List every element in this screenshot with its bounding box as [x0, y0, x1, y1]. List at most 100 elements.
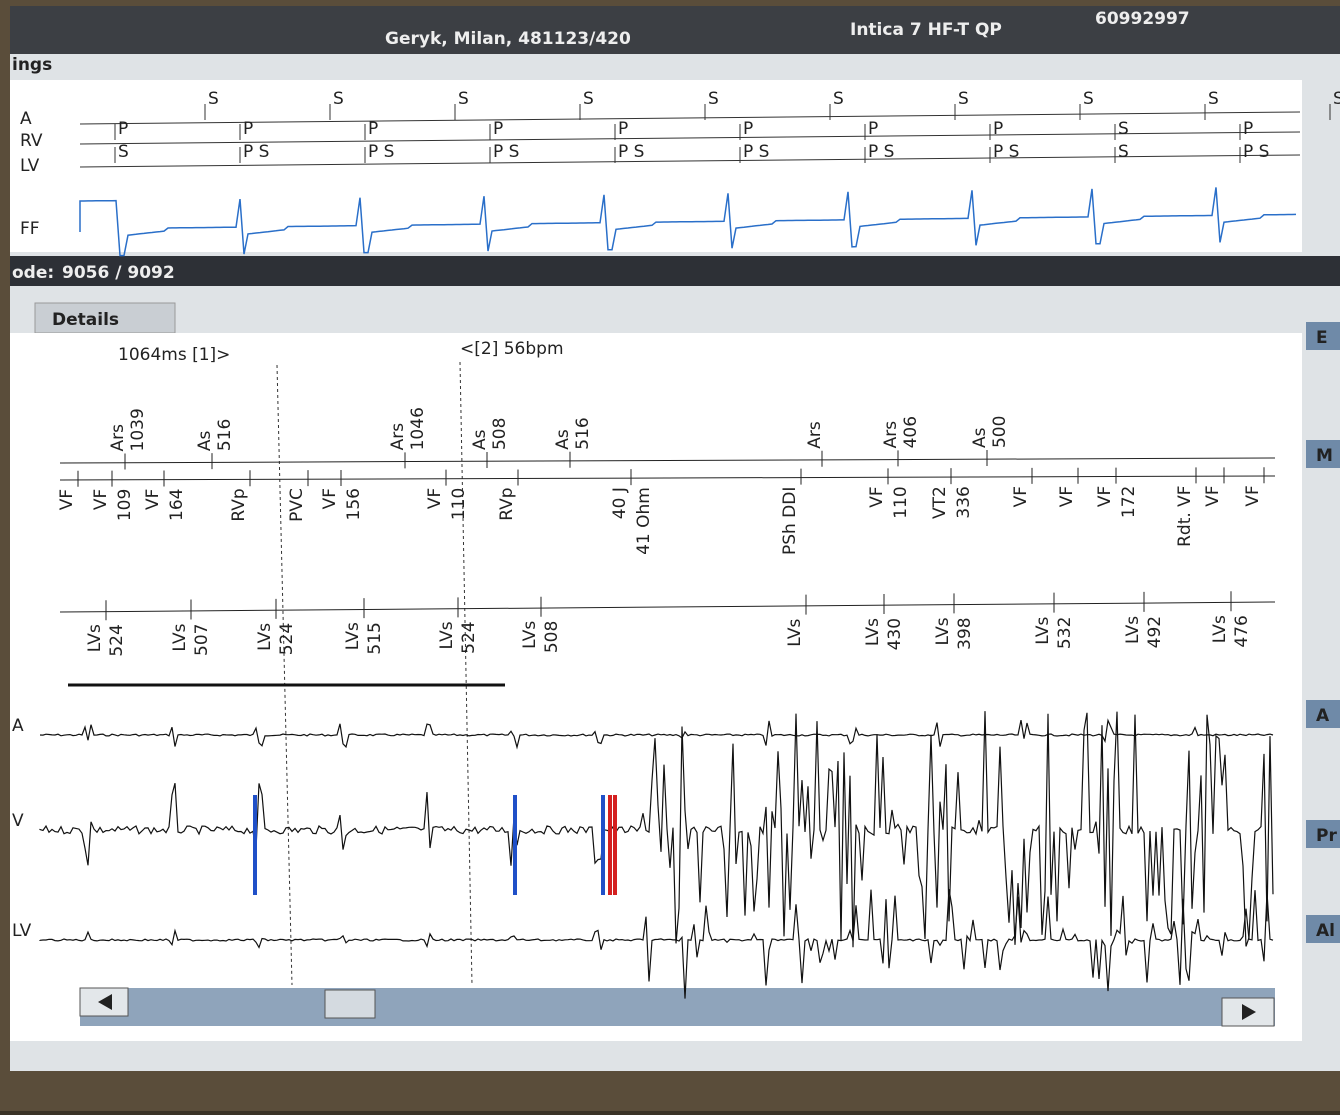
lv-value: 476 — [1232, 615, 1252, 647]
strip-marker: P S — [743, 142, 769, 162]
rv-value: 110 — [449, 488, 469, 520]
rv-value: 109 — [115, 489, 135, 521]
lv-label: LVs — [520, 621, 540, 649]
patient: Geryk, Milan, 481123/420 — [385, 29, 631, 49]
lv-label: LVs — [1123, 616, 1143, 644]
scrollbar[interactable] — [80, 988, 1275, 1026]
strip-marker: S — [958, 89, 969, 109]
caliper-2: <[2] 56bpm — [460, 339, 564, 359]
strip-marker: P S — [618, 142, 644, 162]
strip-marker: S — [458, 89, 469, 109]
rv-value: 164 — [167, 489, 187, 521]
lv-label: LVs — [255, 623, 275, 651]
lv-value: 508 — [542, 621, 562, 653]
strip-marker: P — [118, 119, 128, 139]
atrial-label: Ars — [388, 423, 408, 451]
egm-channel: LV — [12, 921, 32, 941]
atrial-value: 406 — [901, 416, 921, 448]
rv-label: VF — [91, 489, 111, 510]
atrial-label: Ars — [108, 424, 128, 452]
caliper-1: 1064ms [1]> — [118, 345, 230, 365]
strip-channel: RV — [20, 131, 43, 151]
rv-value: 336 — [954, 486, 974, 518]
strip-marker: S — [833, 89, 844, 109]
rv-value: 110 — [891, 486, 911, 518]
strip-marker: P S — [368, 142, 394, 162]
lv-value: 492 — [1145, 616, 1165, 648]
rv-label: VF — [1243, 485, 1263, 506]
rv-label: VF — [1095, 486, 1115, 507]
lv-label: LVs — [437, 621, 457, 649]
egm-channel: A — [12, 716, 24, 736]
strip-marker: P S — [243, 142, 269, 162]
lv-value: 515 — [365, 622, 385, 654]
atrial-label: As — [195, 431, 215, 452]
strip-marker: P S — [493, 142, 519, 162]
atrial-value: 1046 — [408, 407, 428, 450]
rv-label: VF — [320, 488, 340, 509]
lv-value: 430 — [885, 618, 905, 650]
strip-marker: P — [368, 119, 378, 139]
rv-label: 40 J — [610, 487, 630, 519]
episode-bar — [10, 256, 1340, 286]
strip-marker: S — [1118, 119, 1129, 139]
strip-marker: S — [1118, 142, 1129, 162]
strip-marker: S — [1208, 89, 1219, 109]
strip-marker: P S — [993, 142, 1019, 162]
side-button-label: Al — [1316, 921, 1335, 941]
lv-value: 524 — [277, 623, 297, 655]
strip-marker: S — [333, 89, 344, 109]
screen: Geryk, Milan, 481123/420 Intica 7 HF-T Q… — [0, 0, 1340, 1111]
side-button-label: E — [1316, 328, 1328, 348]
lv-label: LVs — [170, 623, 190, 651]
lv-label: LVs — [1210, 615, 1230, 643]
atrial-label: As — [970, 427, 990, 448]
strip-marker: P S — [868, 142, 894, 162]
rv-label: VF — [143, 489, 163, 510]
device: Intica 7 HF-T QP — [850, 20, 1002, 40]
section: ings — [12, 55, 52, 75]
strip-marker: P — [243, 119, 253, 139]
atrial-label: As — [470, 429, 490, 450]
episode-label: ode: — [12, 263, 54, 283]
strip-marker: P — [743, 119, 753, 139]
side-button-label: A — [1316, 706, 1330, 726]
rv-label: VF — [1011, 486, 1031, 507]
atrial-value: 500 — [990, 416, 1010, 448]
strip-marker: S — [583, 89, 594, 109]
rv-value: 156 — [344, 488, 364, 520]
strip-marker: S — [1333, 89, 1340, 109]
strip-marker: P — [493, 119, 503, 139]
strip-marker: S — [708, 89, 719, 109]
rv-label: RVp — [229, 488, 249, 521]
strip-marker: S — [208, 89, 219, 109]
episode-value: 9056 / 9092 — [62, 263, 175, 283]
strip-channel: A — [20, 109, 32, 129]
rv-value: 172 — [1119, 486, 1139, 518]
rv-label: VF — [867, 486, 887, 507]
side-button-label: Pr — [1316, 826, 1337, 846]
lv-label: LVs — [1033, 616, 1053, 644]
strip-marker: S — [1083, 89, 1094, 109]
rv-label: PVC — [287, 488, 307, 522]
lv-label: LVs — [85, 624, 105, 652]
lv-value: 524 — [459, 621, 479, 653]
rv-label: VF — [57, 489, 77, 510]
strip-marker: P — [1243, 119, 1253, 139]
rv-label: VF — [1057, 486, 1077, 507]
rv-label: PSh DDI — [780, 487, 800, 555]
lv-label: LVs — [863, 618, 883, 646]
rv-label: Rdt. VF — [1175, 485, 1195, 546]
tab-label: Details — [52, 310, 119, 330]
strip-channel: FF — [20, 219, 40, 239]
side-button-label: M — [1316, 446, 1333, 466]
lv-value: 532 — [1055, 617, 1075, 649]
atrial-value: 508 — [490, 418, 510, 450]
strip-marker: P — [868, 119, 878, 139]
lv-label: LVs — [785, 618, 805, 646]
lv-value: 398 — [955, 617, 975, 649]
lv-label: LVs — [343, 622, 363, 650]
atrial-label: Ars — [881, 421, 901, 449]
strip-channel: LV — [20, 156, 40, 176]
scroll-thumb[interactable] — [325, 990, 375, 1018]
